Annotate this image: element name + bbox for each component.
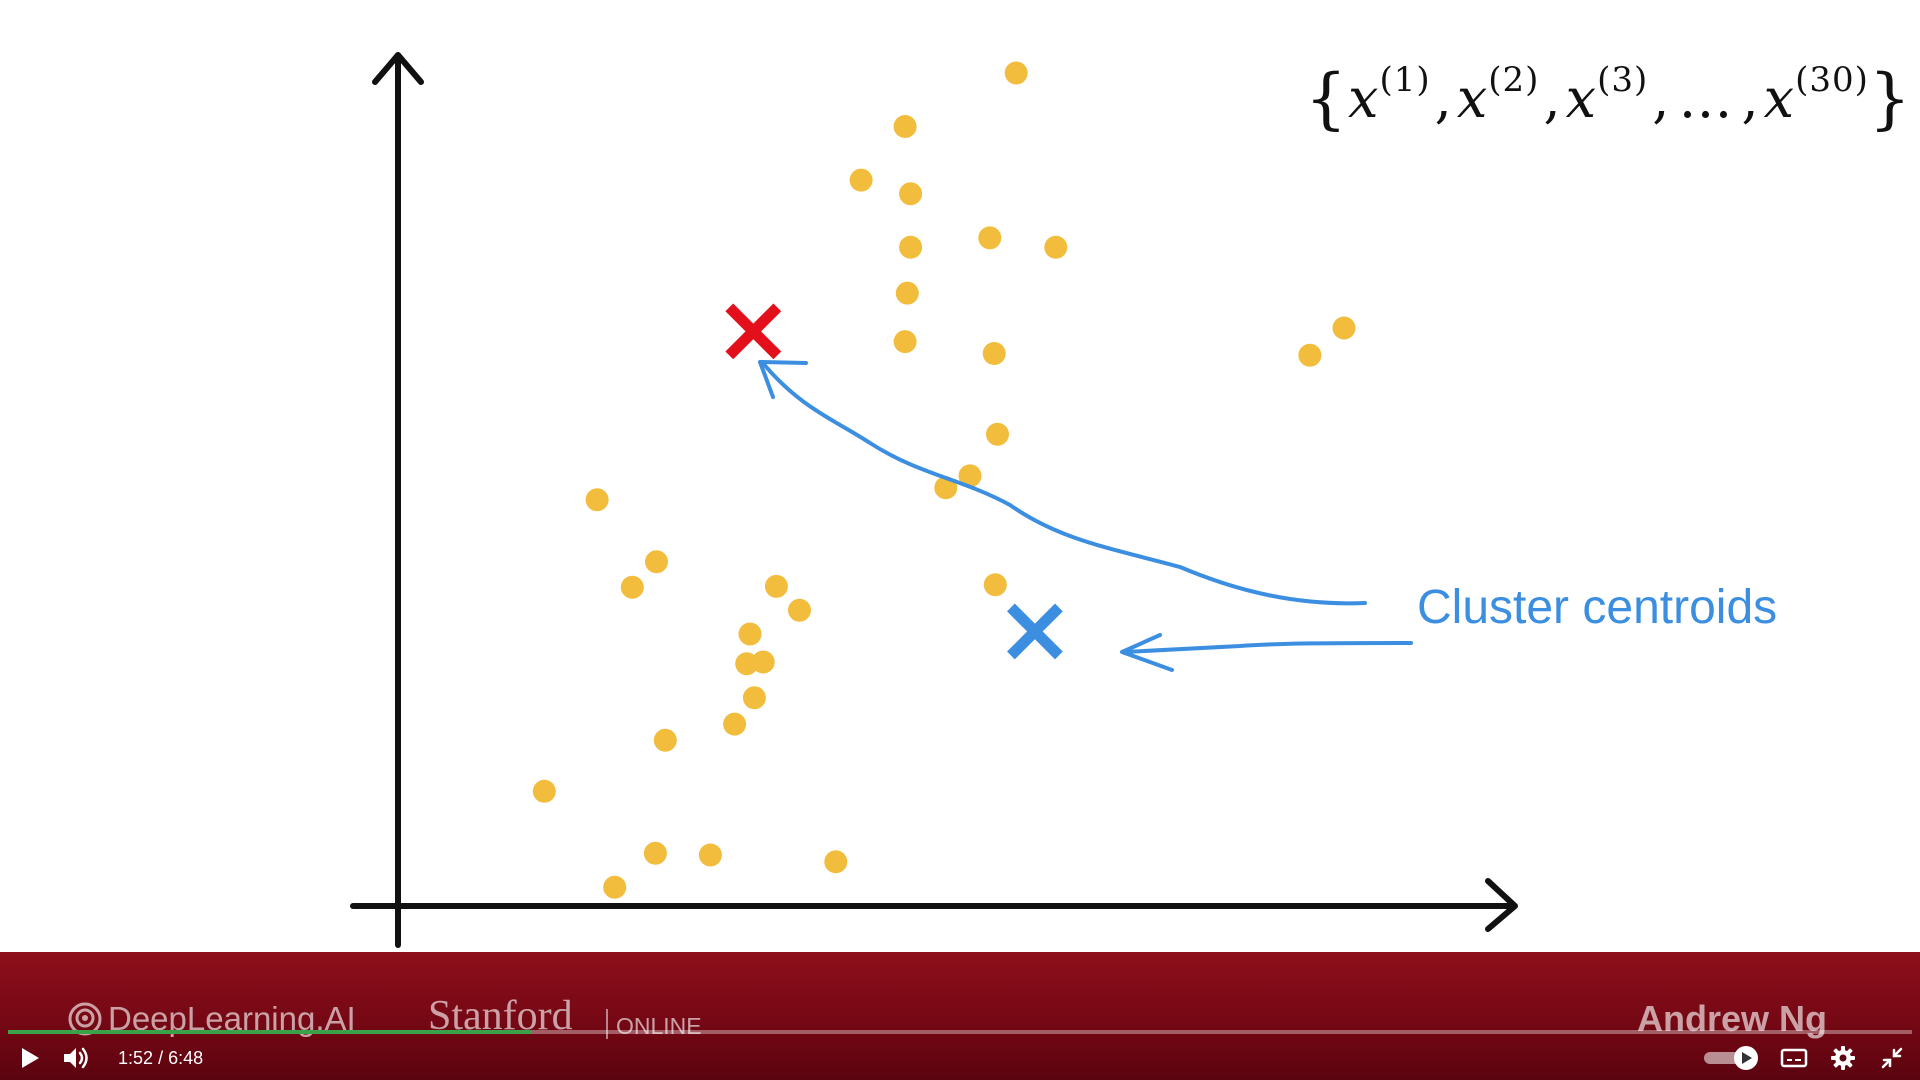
arrow-to-blue-centroid [1123, 641, 1413, 654]
data-point [983, 573, 1007, 597]
instructor-name: Andrew Ng [1637, 998, 1828, 1039]
exit-fullscreen-button[interactable] [1875, 1036, 1909, 1080]
data-point [1298, 343, 1322, 367]
data-point [899, 182, 923, 206]
y-axis-arrowhead [372, 52, 424, 85]
formula-superscript-2: (2) [1488, 60, 1540, 100]
formula-open-brace: { [1305, 60, 1348, 137]
progress-bar[interactable] [8, 1030, 1912, 1034]
data-point [958, 464, 982, 488]
duration: 6:48 [168, 1048, 204, 1068]
chart-axes [350, 52, 1518, 948]
autoplay-toggle-icon [1704, 1046, 1758, 1070]
data-point [849, 168, 873, 192]
captions-button[interactable] [1777, 1036, 1811, 1080]
data-point [643, 841, 667, 865]
data-point [653, 728, 677, 752]
formula-close-brace: } [1868, 60, 1912, 137]
data-point [899, 235, 923, 259]
time-separator: / [158, 1048, 164, 1068]
data-point [738, 622, 762, 646]
data-points [532, 61, 1356, 899]
annotation-arrows [758, 360, 1413, 672]
player-controls: 1:52 / 6:48 [0, 1036, 1920, 1080]
deeplearning-ai-icon [68, 1002, 102, 1036]
time-display: 1:52 / 6:48 [118, 1036, 203, 1080]
captions-icon [1780, 1048, 1808, 1068]
data-point [986, 422, 1009, 446]
slide-canvas [350, 52, 1518, 948]
data-point [1004, 61, 1028, 85]
data-point [982, 342, 1006, 365]
data-point [1332, 316, 1356, 340]
data-point [788, 598, 811, 622]
data-point [764, 574, 788, 598]
formula-superscript-1: (1) [1379, 60, 1431, 100]
centroid-marker-2 [1007, 603, 1063, 660]
current-time: 1:52 [118, 1048, 154, 1068]
centroid-marker-1 [725, 303, 782, 360]
data-point [824, 850, 848, 874]
data-point [895, 281, 919, 305]
training-set-formula: {x(1),x(2),x(3),… ,x(30)} [1305, 60, 1912, 137]
arrow-to-blue-centroid-head [1120, 633, 1174, 672]
formula-separator: , [1741, 67, 1760, 130]
formula-ellipsis: … [1678, 67, 1734, 130]
formula-variable: x [1348, 67, 1380, 130]
data-point [645, 550, 668, 574]
formula-separator: , [1652, 67, 1671, 130]
data-point [723, 712, 747, 736]
progress-bar-fill [8, 1030, 532, 1034]
x-axis-arrowhead [1485, 878, 1518, 932]
data-point [893, 115, 917, 139]
formula-variable: x [1456, 67, 1489, 130]
volume-icon [64, 1047, 88, 1069]
data-point [742, 686, 766, 710]
data-point [1044, 235, 1068, 259]
formula-separator: , [1434, 67, 1453, 130]
formula-superscript-3: (3) [1597, 60, 1649, 100]
formula-separator: , [1543, 67, 1562, 130]
play-icon [22, 1048, 39, 1068]
branding-bar [0, 952, 1920, 1080]
arrow-to-red-centroid [760, 360, 1367, 606]
stanford-online-text: ONLINE [606, 1009, 702, 1039]
data-point [532, 779, 556, 803]
arrow-to-red-centroid-head [758, 360, 808, 399]
gear-icon [1831, 1046, 1855, 1070]
autoplay-toggle[interactable] [1700, 1036, 1764, 1080]
data-point [751, 650, 775, 674]
data-point [698, 843, 722, 867]
formula-variable: x [1565, 67, 1598, 130]
cluster-centroids-label: Cluster centroids [1417, 581, 1778, 634]
data-point [585, 488, 609, 512]
settings-button[interactable] [1826, 1036, 1860, 1080]
formula-superscript-30: (30) [1795, 60, 1869, 100]
data-point [620, 575, 644, 599]
volume-button[interactable] [58, 1036, 94, 1080]
formula-variable: x [1763, 67, 1796, 130]
data-point [978, 226, 1002, 250]
exit-fullscreen-icon [1881, 1047, 1903, 1069]
play-button[interactable] [12, 1036, 48, 1080]
data-point [603, 875, 627, 899]
data-point [893, 330, 917, 354]
cluster-centroids [725, 303, 1063, 660]
